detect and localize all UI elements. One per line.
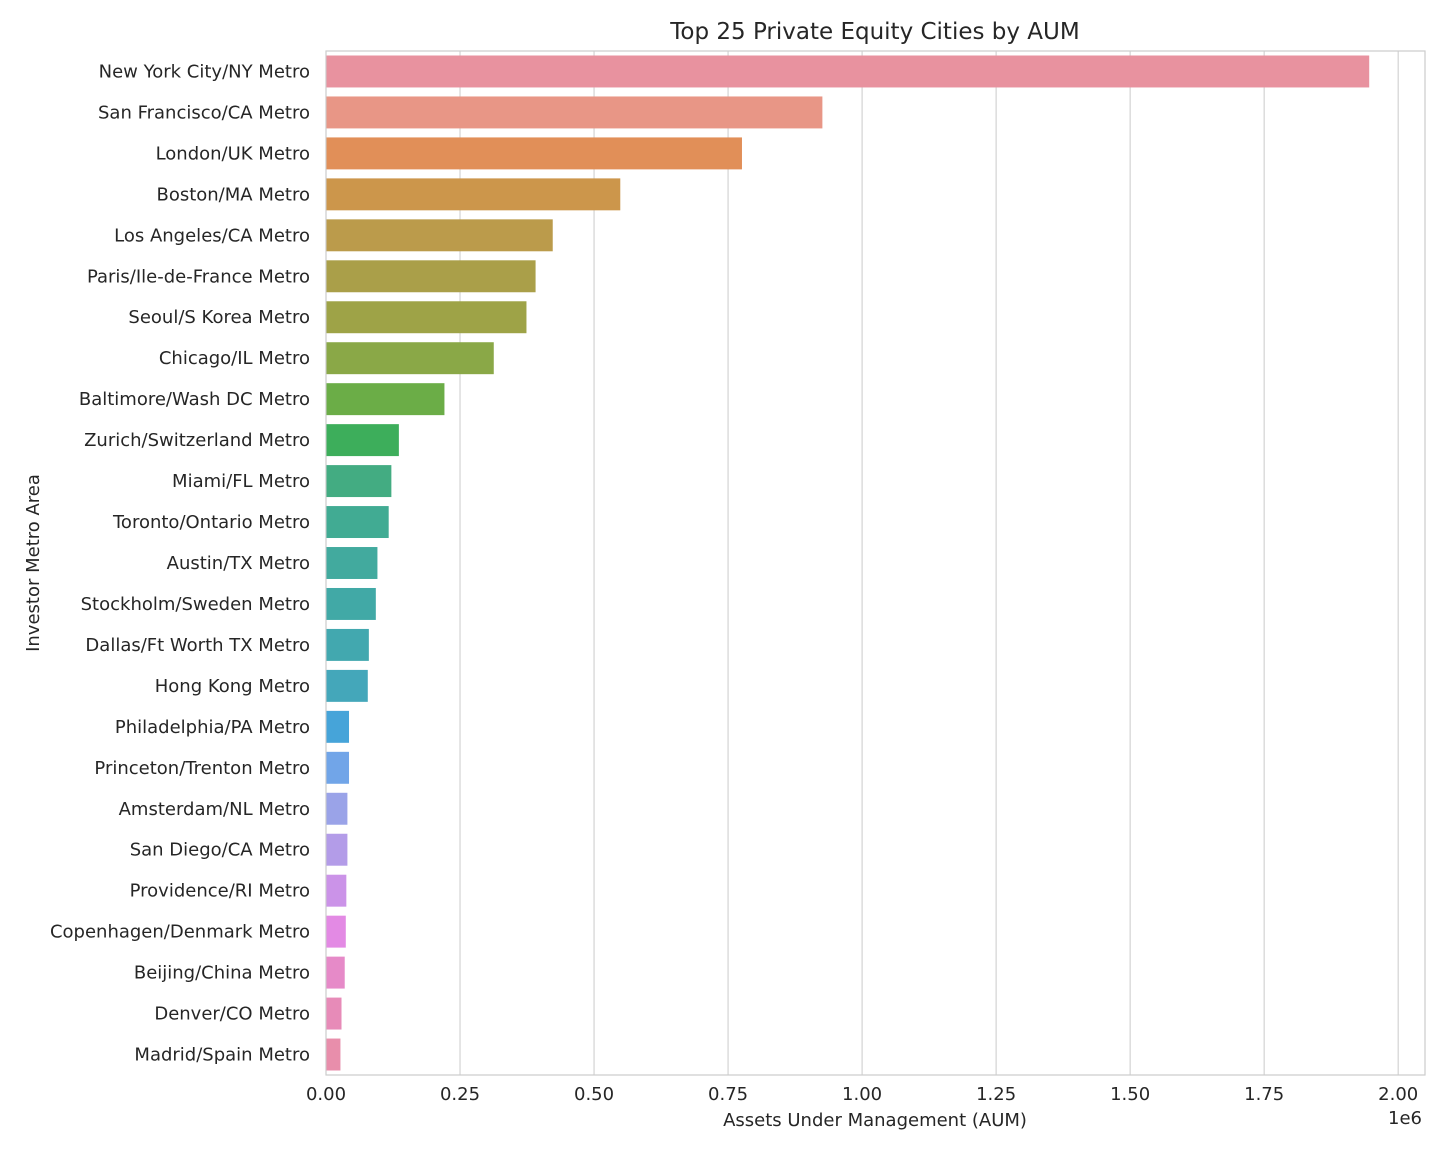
y-tick-label: San Francisco/CA Metro [98, 102, 310, 123]
x-tick-label: 0.25 [440, 1084, 480, 1105]
y-tick-label: Copenhagen/Denmark Metro [50, 922, 310, 943]
grid-lines [459, 51, 1399, 1075]
bar [326, 628, 369, 661]
y-tick-label: Toronto/Ontario Metro [112, 512, 310, 533]
y-tick-label: Dallas/Ft Worth TX Metro [85, 635, 310, 656]
y-tick-labels: New York City/NY Metro San Francisco/CA M… [50, 61, 310, 1065]
bar [326, 465, 392, 498]
bar [326, 55, 1370, 88]
y-tick-label: Paris/Ile-de-France Metro [87, 266, 310, 287]
bar [326, 178, 621, 211]
y-axis-label: Investor Metro Area [23, 474, 44, 652]
x-tick-label: 1.50 [1110, 1084, 1150, 1105]
bar [326, 547, 378, 579]
y-tick-label: London/UK Metro [156, 143, 310, 164]
y-tick-label: Austin/TX Metro [167, 553, 310, 574]
y-tick-label: New York City/NY Metro [99, 61, 310, 82]
bar [326, 301, 527, 334]
y-tick-label: Beijing/China Metro [134, 963, 310, 984]
y-tick-label: Zurich/Switzerland Metro [84, 430, 310, 451]
bar [326, 260, 536, 293]
bar [326, 587, 376, 620]
y-tick-label: Miami/FL Metro [172, 471, 310, 492]
bar [326, 506, 389, 539]
bar [326, 956, 345, 989]
y-tick-label: Los Angeles/CA Metro [114, 225, 310, 246]
x-tick-label: 1.00 [842, 1084, 882, 1105]
x-tick-labels: 0.00 0.25 0.50 0.75 1.00 1.25 1.50 1.75 2.00 [306, 1084, 1418, 1105]
bar [326, 137, 742, 170]
y-tick-label: Hong Kong Metro [155, 676, 310, 697]
bar [326, 1038, 341, 1071]
bar [326, 874, 347, 907]
x-axis-offset-label: 1e6 [1388, 1108, 1422, 1129]
bar [326, 997, 342, 1030]
bar [326, 383, 445, 416]
x-tick-label: 1.75 [1244, 1084, 1284, 1105]
bar [326, 710, 350, 743]
bar [326, 833, 348, 866]
y-tick-label: Boston/MA Metro [156, 184, 310, 205]
x-tick-label: 0.50 [574, 1084, 614, 1105]
y-tick-label: Seoul/S Korea Metro [128, 307, 310, 328]
y-tick-label: Amsterdam/NL Metro [119, 799, 310, 820]
y-tick-label: Chicago/IL Metro [159, 348, 310, 369]
chart-title: Top 25 Private Equity Cities by AUM [669, 19, 1079, 45]
x-tick-label: 1.25 [976, 1084, 1016, 1105]
bar [326, 424, 399, 457]
x-tick-label: 0.75 [708, 1084, 748, 1105]
bar [326, 96, 823, 129]
bar [326, 669, 368, 702]
y-tick-label: Princeton/Trenton Metro [94, 758, 310, 779]
bar [326, 751, 350, 784]
y-tick-label: San Diego/CA Metro [130, 840, 310, 861]
bar [326, 219, 553, 252]
bar [326, 792, 348, 825]
bar [326, 915, 346, 948]
x-axis-label: Assets Under Management (AUM) [723, 1110, 1027, 1131]
bars [326, 55, 1370, 1071]
y-tick-label: Philadelphia/PA Metro [115, 717, 310, 738]
y-tick-label: Baltimore/Wash DC Metro [79, 389, 310, 410]
y-tick-label: Stockholm/Sweden Metro [81, 594, 310, 615]
plot-frame [325, 50, 1426, 1076]
y-tick-label: Madrid/Spain Metro [134, 1045, 310, 1066]
y-tick-label: Providence/RI Metro [130, 881, 310, 902]
bar [326, 342, 494, 375]
x-tick-label: 0.00 [306, 1084, 346, 1105]
y-tick-label: Denver/CO Metro [154, 1004, 310, 1025]
x-tick-label: 2.00 [1378, 1084, 1418, 1105]
